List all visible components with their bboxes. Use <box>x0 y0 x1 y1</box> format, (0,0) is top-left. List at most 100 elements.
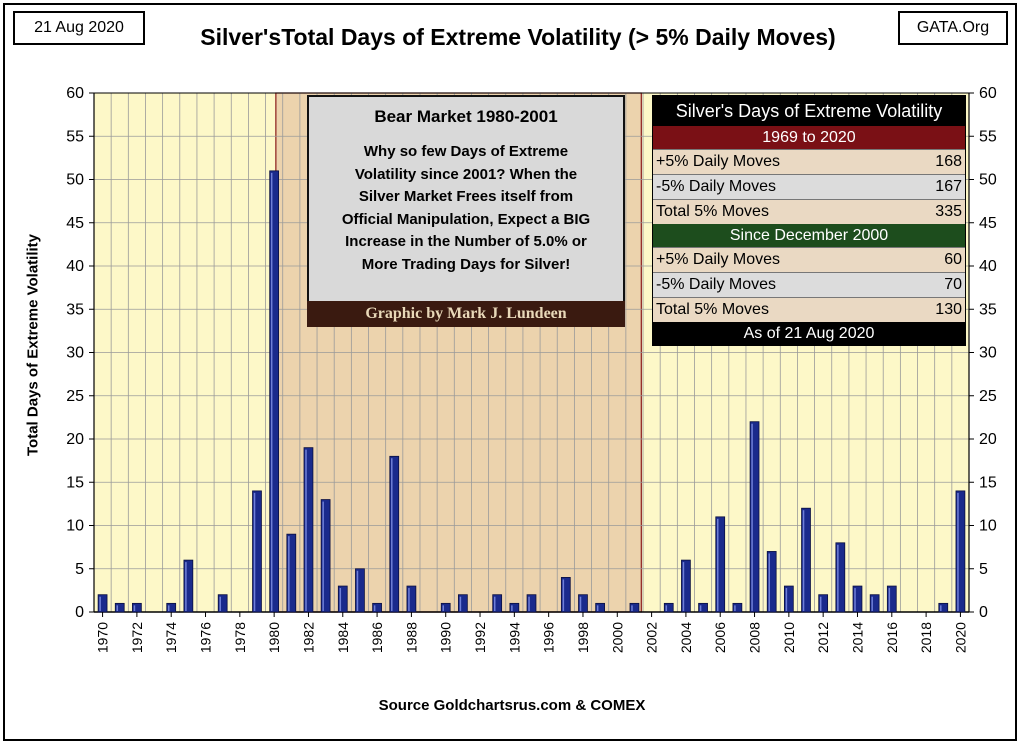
stats-row-label: Total 5% Moves <box>656 301 769 318</box>
bar-1983 <box>320 499 331 613</box>
y-tick-label: 25 <box>66 388 84 405</box>
y-tick-label: 10 <box>66 518 84 535</box>
stats-title: Silver's Days of Extreme Volatility <box>653 96 965 126</box>
bar-1975 <box>183 559 194 613</box>
annotation-body: Why so few Days of Extreme Volatility si… <box>309 141 623 276</box>
bar-1977 <box>217 594 228 613</box>
period-header-1969-2020: 1969 to 2020 <box>653 126 965 149</box>
y-tick-label-right: 30 <box>979 345 997 362</box>
annotation-title: Bear Market 1980-2001 <box>374 107 558 126</box>
annotation-line: Why so few Days of Extreme <box>363 143 569 160</box>
x-tick-label: 2006 <box>712 622 728 653</box>
site-box: GATA.Org <box>898 11 1008 45</box>
x-tick-label: 1978 <box>232 622 248 653</box>
x-tick-label: 1992 <box>472 622 488 653</box>
stats-row: Total 5% Moves 130 <box>653 297 965 322</box>
bar-1981 <box>286 533 297 613</box>
bar-1997 <box>560 577 571 613</box>
y-tick-label-right: 55 <box>979 128 997 145</box>
y-tick-label-right: 60 <box>979 85 997 102</box>
annotation-line: Volatility since 2001? When the <box>354 165 578 183</box>
y-tick-label: 55 <box>66 128 84 145</box>
stats-row-value: 168 <box>935 153 962 170</box>
stats-row-value: 335 <box>935 203 962 220</box>
y-tick-label: 50 <box>66 172 84 189</box>
x-tick-label: 2012 <box>815 622 831 653</box>
stats-row-value: 70 <box>944 276 962 293</box>
x-tick-label: 2002 <box>644 622 660 653</box>
bar-2009 <box>766 551 777 613</box>
y-tick-label-right: 15 <box>979 474 997 491</box>
x-tick-label: 1996 <box>541 622 557 653</box>
bar-1991 <box>458 594 468 613</box>
stats-row: +5% Daily Moves 60 <box>653 247 965 272</box>
x-tick-label: 1990 <box>438 622 454 653</box>
annotation-line: Silver Market Frees itself from <box>358 188 574 205</box>
bar-2005 <box>698 602 708 613</box>
bar-1979 <box>252 490 262 613</box>
x-tick-label: 1998 <box>575 622 591 653</box>
x-tick-label: 1984 <box>335 622 351 653</box>
x-tick-label: 2018 <box>918 622 934 653</box>
bear-market-annotation: Bear Market 1980-2001 Why so few Days of… <box>307 95 625 327</box>
stats-row: -5% Daily Moves 70 <box>653 272 965 297</box>
x-tick-label: 1994 <box>506 622 522 653</box>
bar-1985 <box>355 568 365 613</box>
x-tick-label: 1982 <box>300 622 316 653</box>
x-tick-label: 2004 <box>678 622 694 653</box>
x-tick-label: 1980 <box>266 622 282 653</box>
y-tick-label: 15 <box>66 474 84 491</box>
y-tick-label-right: 0 <box>979 604 988 621</box>
y-tick-label: 5 <box>75 561 84 578</box>
y-axis-label: Total Days of Extreme Volatility <box>24 233 42 457</box>
bar-2001 <box>629 602 640 613</box>
as-of-date: As of 21 Aug 2020 <box>653 322 965 345</box>
stats-row: -5% Daily Moves 167 <box>653 174 965 199</box>
bar-2011 <box>801 507 811 613</box>
bar-1999 <box>595 602 605 613</box>
bar-1971 <box>114 602 125 613</box>
bar-1987 <box>389 455 400 613</box>
y-tick-label-right: 35 <box>979 301 997 318</box>
chart-title: Silver'sTotal Days of Extreme Volatility… <box>200 24 836 50</box>
y-tick-label: 60 <box>66 85 84 102</box>
y-tick-label-right: 10 <box>979 518 997 535</box>
x-tick-label: 1970 <box>95 622 111 653</box>
y-tick-label-right: 5 <box>979 561 988 578</box>
y-tick-label-right: 20 <box>979 431 997 448</box>
stats-row-label: -5% Daily Moves <box>656 276 777 293</box>
bar-2003 <box>663 602 674 613</box>
x-tick-label: 2010 <box>781 622 797 653</box>
annotation-line: Official Manipulation, Expect a BIG <box>341 210 591 228</box>
stats-row-label: -5% Daily Moves <box>656 178 777 195</box>
stats-row-label: +5% Daily Moves <box>656 153 781 170</box>
stats-row-value: 167 <box>935 178 962 195</box>
period-header-since-2000: Since December 2000 <box>653 224 965 247</box>
stats-row-label: +5% Daily Moves <box>656 251 781 268</box>
bar-2013 <box>835 542 846 613</box>
bar-2007 <box>732 602 743 613</box>
x-tick-label: 2020 <box>952 622 968 653</box>
stats-row-label: Total 5% Moves <box>656 203 769 220</box>
y-tick-label: 30 <box>66 345 84 362</box>
bar-1993 <box>492 594 503 613</box>
y-tick-label-right: 50 <box>979 172 997 189</box>
x-tick-label: 2008 <box>747 622 763 653</box>
x-tick-label: 1976 <box>198 622 214 653</box>
x-tick-label: 1974 <box>163 622 179 653</box>
annotation-line: Increase in the Number of 5.0% or <box>345 233 587 250</box>
x-tick-label: 1972 <box>129 622 145 653</box>
x-tick-label: 2014 <box>849 622 865 653</box>
x-tick-label: 2016 <box>884 622 900 653</box>
y-tick-label: 40 <box>66 258 84 275</box>
x-tick-label: 1986 <box>369 622 385 653</box>
annotation-line: More Trading Days for Silver! <box>361 255 571 273</box>
stats-row-value: 60 <box>944 251 962 268</box>
y-tick-label-right: 25 <box>979 388 997 405</box>
y-tick-label-right: 45 <box>979 215 997 232</box>
stats-row: Total 5% Moves 335 <box>653 199 965 224</box>
x-tick-label: 1988 <box>403 622 419 653</box>
bar-2015 <box>869 594 880 613</box>
y-tick-label: 45 <box>66 215 84 232</box>
x-tick-label: 2000 <box>609 622 625 653</box>
